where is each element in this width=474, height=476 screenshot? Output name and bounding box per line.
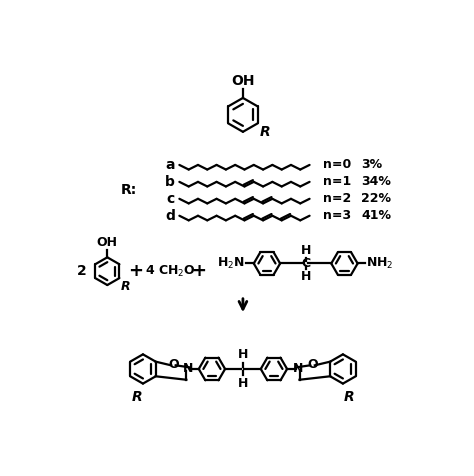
Text: H$_2$N: H$_2$N (218, 256, 245, 271)
Text: H: H (301, 244, 311, 257)
Text: R: R (131, 390, 142, 404)
Text: R: R (121, 280, 130, 293)
Text: +: + (128, 262, 143, 280)
Text: n=2: n=2 (323, 192, 351, 205)
Text: R: R (344, 390, 355, 404)
Text: n=3: n=3 (323, 209, 351, 222)
Text: OH: OH (97, 236, 118, 249)
Text: n=1: n=1 (323, 175, 351, 188)
Text: +: + (191, 262, 206, 280)
Text: R:: R: (121, 183, 137, 197)
Text: a: a (165, 158, 175, 172)
Text: b: b (165, 175, 175, 189)
Text: C: C (301, 257, 310, 270)
Text: H: H (238, 348, 248, 361)
Text: N: N (293, 362, 303, 376)
Text: 41%: 41% (362, 209, 392, 222)
Text: O: O (168, 358, 179, 371)
Text: O: O (307, 358, 318, 371)
Text: H: H (301, 270, 311, 283)
Text: 22%: 22% (362, 192, 392, 205)
Text: 34%: 34% (362, 175, 392, 188)
Text: OH: OH (231, 74, 255, 88)
Text: c: c (166, 192, 174, 206)
Text: H: H (238, 377, 248, 390)
Text: NH$_2$: NH$_2$ (366, 256, 393, 271)
Text: 4 CH$_2$O: 4 CH$_2$O (145, 264, 195, 279)
Text: N: N (182, 362, 193, 376)
Text: 2: 2 (77, 264, 86, 278)
Text: d: d (165, 209, 175, 223)
Text: 3%: 3% (362, 159, 383, 171)
Text: R: R (260, 125, 271, 139)
Text: n=0: n=0 (323, 159, 351, 171)
